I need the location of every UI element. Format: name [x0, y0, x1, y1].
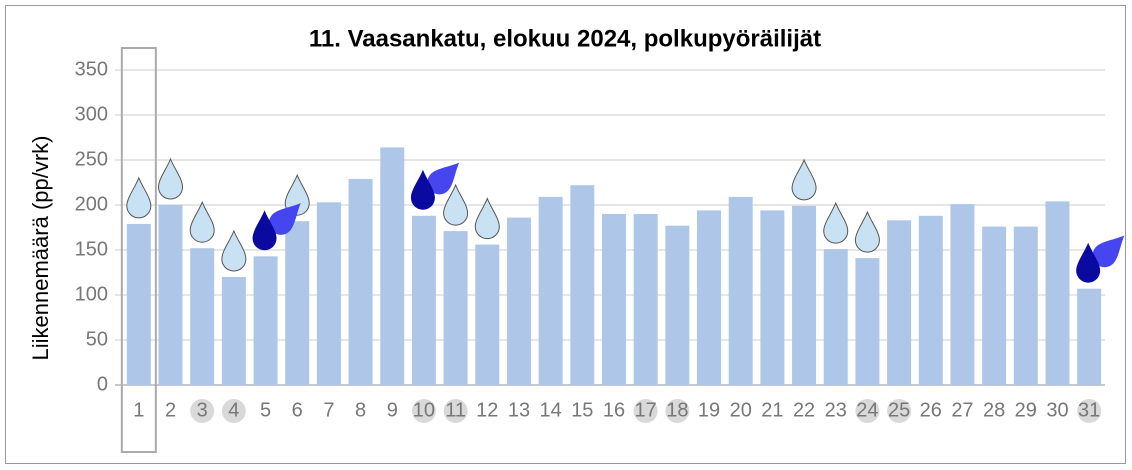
y-tick-label: 350 — [75, 58, 108, 80]
bar — [190, 248, 215, 385]
bar — [570, 185, 595, 385]
heavy-rain-icon — [427, 162, 460, 195]
x-tick-label: 12 — [476, 399, 498, 421]
x-tick-label: 1 — [133, 399, 144, 421]
x-tick-label: 10 — [413, 399, 435, 421]
heavy-rain-icon — [1092, 235, 1125, 268]
y-tick-label: 100 — [75, 283, 108, 305]
bar — [918, 215, 943, 385]
bar — [126, 223, 151, 385]
bar — [792, 205, 817, 385]
weekend-marker — [1077, 399, 1102, 423]
chart-title: 11. Vaasankatu, elokuu 2024, polkupyöräi… — [309, 25, 821, 52]
bar — [411, 215, 436, 385]
bar — [475, 244, 500, 385]
x-tick-label: 8 — [355, 399, 366, 421]
bar — [253, 256, 278, 385]
x-tick-label: 19 — [698, 399, 720, 421]
bar — [602, 214, 626, 385]
bar — [855, 258, 880, 385]
y-tick-label: 150 — [75, 238, 108, 260]
x-tick-label: 13 — [508, 399, 530, 421]
x-tick-label: 3 — [197, 399, 208, 421]
bar — [285, 221, 310, 385]
bar — [982, 226, 1007, 385]
x-tick-label: 2 — [165, 399, 176, 421]
light-rain-icon — [443, 183, 469, 226]
bar — [697, 210, 722, 385]
x-tick-label: 23 — [825, 399, 847, 421]
light-rain-icon — [284, 173, 310, 216]
bar — [823, 249, 848, 385]
light-rain-icon — [791, 158, 817, 201]
x-tick-label: 4 — [228, 399, 239, 421]
x-tick-label: 14 — [540, 399, 562, 421]
heavy-rain-icon — [1076, 242, 1101, 283]
x-tick-label: 9 — [387, 399, 398, 421]
light-rain-icon — [474, 197, 500, 240]
weekend-marker — [855, 399, 880, 423]
x-tick-label: 6 — [292, 399, 303, 421]
x-tick-label: 17 — [635, 399, 657, 421]
weekend-marker — [411, 399, 436, 423]
bar — [950, 204, 975, 385]
weekend-marker — [443, 399, 468, 423]
bar — [760, 210, 785, 385]
x-tick-label: 27 — [951, 399, 973, 421]
y-axis-label: Liikennemäärä (pp/vrk) — [28, 136, 53, 361]
light-rain-icon — [189, 200, 215, 243]
x-tick-label: 5 — [260, 399, 271, 421]
x-tick-label: 28 — [983, 399, 1005, 421]
bar — [1045, 201, 1070, 385]
light-rain-icon — [158, 157, 184, 200]
light-rain-icon — [221, 229, 247, 272]
bar — [633, 214, 658, 385]
weekend-marker — [221, 399, 246, 423]
x-tick-label: 7 — [323, 399, 334, 421]
bar — [348, 178, 373, 385]
x-tick-label: 18 — [666, 399, 688, 421]
selected-day — [120, 47, 157, 453]
weekend-marker — [190, 399, 215, 423]
light-rain-icon — [854, 210, 880, 253]
bar — [728, 196, 753, 385]
x-tick-label: 24 — [856, 399, 878, 421]
bar — [316, 202, 341, 385]
x-tick-label: 31 — [1078, 399, 1100, 421]
x-tick-label: 30 — [1046, 399, 1068, 421]
x-tick-label: 15 — [571, 399, 593, 421]
y-tick-label: 50 — [86, 328, 108, 350]
weekend-marker — [633, 399, 658, 423]
bar — [1013, 226, 1038, 385]
x-tick-label: 26 — [920, 399, 942, 421]
x-tick-label: 29 — [1015, 399, 1037, 421]
y-tick-label: 250 — [75, 148, 108, 170]
weekend-marker — [665, 399, 690, 423]
heavy-rain-icon — [252, 210, 277, 251]
y-tick-label: 200 — [75, 193, 108, 215]
y-tick-label: 300 — [75, 103, 108, 125]
heavy-rain-icon — [269, 203, 301, 235]
bar — [665, 225, 690, 385]
bar — [443, 231, 468, 385]
light-rain-icon — [126, 176, 152, 219]
bar — [1077, 288, 1102, 385]
bar — [506, 217, 531, 385]
bar — [380, 147, 405, 385]
bar — [158, 205, 183, 385]
y-tick-label: 0 — [97, 373, 108, 395]
x-tick-label: 11 — [445, 399, 466, 421]
light-rain-icon — [823, 201, 849, 244]
x-tick-label: 25 — [888, 399, 910, 421]
bar — [538, 196, 563, 385]
bar — [221, 277, 246, 385]
bar — [887, 220, 912, 385]
x-tick-label: 16 — [603, 399, 625, 421]
x-tick-label: 22 — [793, 399, 815, 421]
x-tick-label: 21 — [761, 399, 783, 421]
x-tick-label: 20 — [730, 399, 752, 421]
weekend-marker — [887, 399, 912, 423]
heavy-rain-icon — [410, 169, 435, 210]
